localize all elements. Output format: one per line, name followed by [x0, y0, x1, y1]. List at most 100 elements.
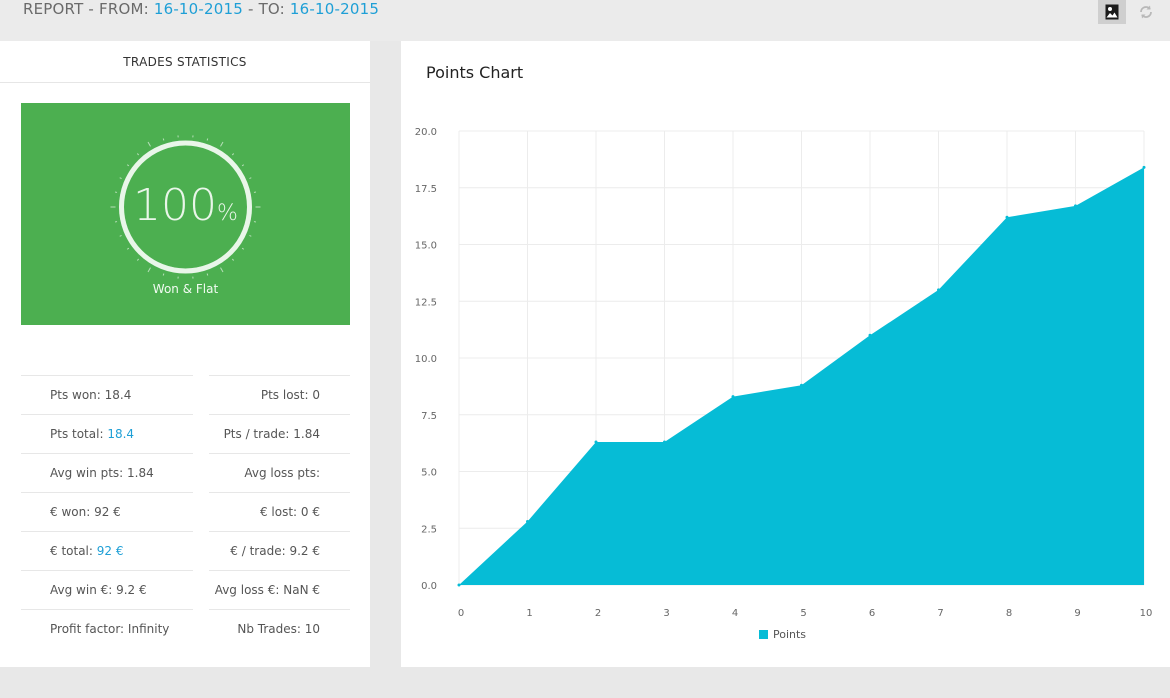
gauge-ring — [110, 135, 261, 279]
stat-pts-lost: Pts lost: 0 — [209, 375, 350, 414]
gauge-tick — [220, 267, 224, 273]
stat-pts-won: Pts won: 18.4 — [21, 375, 193, 414]
data-point[interactable] — [663, 440, 666, 444]
stat-value: 0 € — [300, 505, 320, 519]
image-export-button[interactable] — [1098, 0, 1126, 24]
chart-title: Points Chart — [426, 63, 524, 82]
legend-swatch — [759, 630, 768, 639]
top-bar: REPORT - FROM: 16-10-2015 - TO: 16-10-20… — [0, 0, 1170, 41]
stat-eur-lost: € lost: 0 € — [209, 492, 350, 531]
stat-label: Avg win €: — [50, 583, 117, 597]
x-tick-label: 10 — [1140, 608, 1153, 619]
x-tick-label: 9 — [1074, 608, 1080, 619]
stat-avg-loss-pts: Avg loss pts: — [209, 453, 350, 492]
stat-avg-win-pts: Avg win pts: 1.84 — [21, 453, 193, 492]
gauge-tick — [241, 247, 245, 250]
refresh-icon — [1140, 5, 1152, 19]
stat-value: 9.2 € — [289, 544, 320, 558]
stat-label: Pts total: — [50, 427, 108, 441]
data-point[interactable] — [457, 583, 461, 587]
gauge-tick — [241, 164, 245, 167]
stat-avg-win-eur: Avg win €: 9.2 € — [21, 570, 193, 609]
data-point[interactable] — [800, 383, 803, 387]
gauge-tick — [136, 153, 140, 156]
stat-label: Avg loss pts: — [244, 466, 320, 480]
stat-label: Pts won: — [50, 388, 105, 402]
points-area-chart: 0.0 2.5 5.0 7.5 10.0 12.5 15.0 17.5 20.0 0 1 2 3 4 5 6 7… — [415, 127, 1153, 619]
stat-value: 1.84 — [127, 466, 154, 480]
points-chart-panel: Points Chart 0.0 2.5 5.0 7.5 10.0 12.5 15.0 17.… — [401, 41, 1170, 667]
report-range: REPORT - FROM: 16-10-2015 - TO: 16-10-20… — [23, 0, 379, 18]
stat-profit-factor: Profit factor: Infinity — [21, 609, 193, 648]
stat-value: 0 — [312, 388, 320, 402]
y-tick-label: 15.0 — [415, 241, 437, 252]
trades-statistics-panel: TRADES STATISTICS 100% Won & Flat Pts wo… — [0, 41, 370, 667]
gauge-tick — [231, 153, 235, 156]
stat-label: € total: — [50, 544, 97, 558]
stat-nb-trades: Nb Trades: 10 — [209, 609, 350, 648]
y-tick-label: 7.5 — [421, 411, 437, 422]
from-date: 16-10-2015 — [153, 0, 244, 18]
gauge-tick — [231, 258, 235, 261]
data-point[interactable] — [1005, 215, 1009, 219]
gauge-number: 100 — [133, 180, 218, 231]
gauge-tick — [206, 273, 209, 276]
to-date: 16-10-2015 — [289, 0, 380, 18]
y-tick-label: 5.0 — [421, 468, 437, 479]
to-separator: - TO: — [243, 0, 290, 18]
series-area-points[interactable] — [459, 167, 1144, 585]
y-tick-label: 10.0 — [415, 354, 437, 365]
image-icon — [1105, 4, 1119, 20]
panel-title: TRADES STATISTICS — [0, 41, 370, 83]
x-tick-label: 3 — [663, 608, 669, 619]
gauge-tick — [126, 247, 130, 250]
stat-label: Profit factor: — [50, 622, 128, 636]
legend-label: Points — [773, 628, 807, 641]
stat-value: 18.4 — [104, 388, 132, 402]
gauge-tick — [162, 273, 165, 276]
data-point[interactable] — [937, 288, 940, 292]
x-tick-label: 0 — [458, 608, 464, 619]
gauge-fill — [119, 140, 252, 274]
gauge-tick — [126, 164, 130, 167]
gauge-label: Won & Flat — [152, 282, 219, 296]
x-tick-label: 2 — [595, 608, 601, 619]
gauge-tick — [147, 267, 151, 273]
stat-value: Infinity — [127, 622, 170, 636]
stat-value: 9.2 € — [116, 583, 147, 597]
stat-label: € / trade: — [230, 544, 290, 558]
stat-label: € won: — [50, 505, 95, 519]
stat-value: NaN € — [283, 583, 320, 597]
gauge-tick — [119, 235, 122, 237]
stat-pts-total: Pts total: 18.4 — [21, 414, 193, 453]
gauge-tick — [136, 258, 140, 261]
stat-value: 92 € — [94, 505, 121, 519]
refresh-button[interactable] — [1132, 0, 1160, 24]
data-point[interactable] — [868, 333, 872, 337]
data-point[interactable] — [1142, 165, 1146, 169]
chart-legend[interactable]: Points — [759, 628, 806, 641]
data-point[interactable] — [526, 519, 529, 523]
x-tick-label: 5 — [800, 608, 806, 619]
y-tick-label: 0.0 — [421, 581, 437, 592]
gauge-tick — [220, 141, 224, 147]
data-point[interactable] — [1074, 204, 1077, 208]
win-rate-card: 100% Won & Flat — [21, 103, 350, 325]
gauge-tick — [119, 177, 122, 179]
stat-eur-per-trade: € / trade: 9.2 € — [209, 531, 350, 570]
data-point[interactable] — [594, 440, 598, 444]
stat-pts-per-trade: Pts / trade: 1.84 — [209, 414, 350, 453]
gauge-tick — [162, 138, 165, 141]
y-tick-label: 20.0 — [415, 127, 437, 138]
y-tick-label: 17.5 — [415, 184, 437, 195]
report-prefix: REPORT - FROM: — [23, 0, 154, 18]
stat-value: 1.84 — [293, 427, 320, 441]
x-tick-label: 4 — [732, 608, 738, 619]
x-tick-label: 7 — [937, 608, 943, 619]
stat-value: 92 € — [96, 544, 124, 558]
gauge-tick — [249, 177, 252, 179]
stat-label: Avg loss €: — [214, 583, 284, 597]
stat-label: Pts / trade: — [223, 427, 294, 441]
data-point[interactable] — [731, 395, 735, 399]
gauge-tick — [249, 235, 252, 237]
